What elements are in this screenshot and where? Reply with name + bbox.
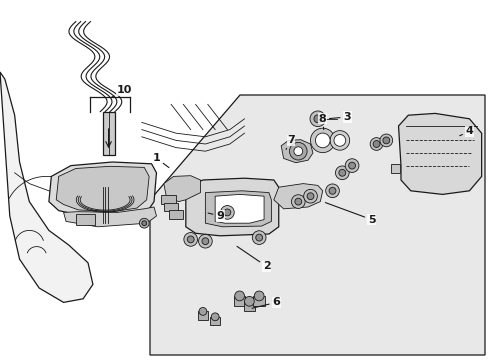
Circle shape	[291, 195, 305, 208]
Circle shape	[328, 187, 335, 194]
Circle shape	[345, 159, 358, 172]
Circle shape	[306, 193, 313, 200]
Polygon shape	[273, 184, 322, 209]
Circle shape	[139, 218, 149, 228]
Circle shape	[325, 184, 339, 198]
Polygon shape	[102, 112, 115, 155]
Text: 2: 2	[237, 246, 270, 271]
Circle shape	[224, 209, 230, 216]
Circle shape	[369, 138, 382, 150]
Circle shape	[198, 234, 212, 248]
Circle shape	[382, 137, 389, 144]
Polygon shape	[49, 162, 156, 218]
Circle shape	[379, 134, 392, 147]
Polygon shape	[390, 164, 399, 173]
Text: 1: 1	[152, 153, 168, 167]
Polygon shape	[253, 296, 264, 306]
Circle shape	[293, 147, 302, 156]
Polygon shape	[63, 207, 156, 227]
Text: 3: 3	[329, 112, 350, 122]
Polygon shape	[150, 95, 484, 355]
Text: 9: 9	[208, 211, 224, 221]
Polygon shape	[210, 317, 220, 325]
Circle shape	[303, 189, 317, 203]
Polygon shape	[163, 203, 178, 211]
Circle shape	[348, 162, 355, 169]
Circle shape	[187, 236, 194, 243]
Polygon shape	[168, 210, 183, 219]
Circle shape	[183, 233, 197, 246]
Text: 10: 10	[111, 85, 132, 98]
Polygon shape	[76, 214, 95, 225]
Circle shape	[309, 111, 325, 127]
Circle shape	[333, 135, 345, 146]
Polygon shape	[233, 296, 245, 306]
Circle shape	[289, 143, 306, 160]
Text: 6: 6	[252, 297, 280, 308]
Polygon shape	[56, 166, 149, 212]
Circle shape	[372, 140, 379, 148]
Polygon shape	[281, 140, 312, 163]
Circle shape	[329, 131, 349, 150]
Text: 5: 5	[325, 203, 375, 225]
Polygon shape	[205, 191, 271, 227]
Circle shape	[315, 133, 329, 148]
Polygon shape	[161, 195, 176, 204]
Text: 7: 7	[285, 135, 294, 149]
Circle shape	[220, 206, 234, 219]
Circle shape	[142, 221, 146, 226]
Circle shape	[294, 198, 301, 205]
Circle shape	[338, 169, 345, 176]
Text: 4: 4	[459, 126, 472, 136]
Polygon shape	[215, 194, 264, 223]
Circle shape	[252, 231, 265, 244]
Circle shape	[199, 307, 206, 315]
Circle shape	[255, 234, 262, 241]
Circle shape	[310, 128, 334, 153]
Circle shape	[234, 291, 244, 301]
Text: 8: 8	[318, 114, 326, 130]
Circle shape	[211, 313, 219, 321]
Polygon shape	[198, 311, 207, 320]
Polygon shape	[163, 176, 200, 202]
Circle shape	[335, 166, 348, 180]
Polygon shape	[243, 301, 255, 311]
Circle shape	[313, 115, 321, 123]
Circle shape	[202, 238, 208, 245]
Polygon shape	[0, 72, 93, 302]
Polygon shape	[398, 113, 481, 194]
Polygon shape	[185, 178, 278, 236]
Circle shape	[244, 296, 254, 306]
Circle shape	[254, 291, 264, 301]
